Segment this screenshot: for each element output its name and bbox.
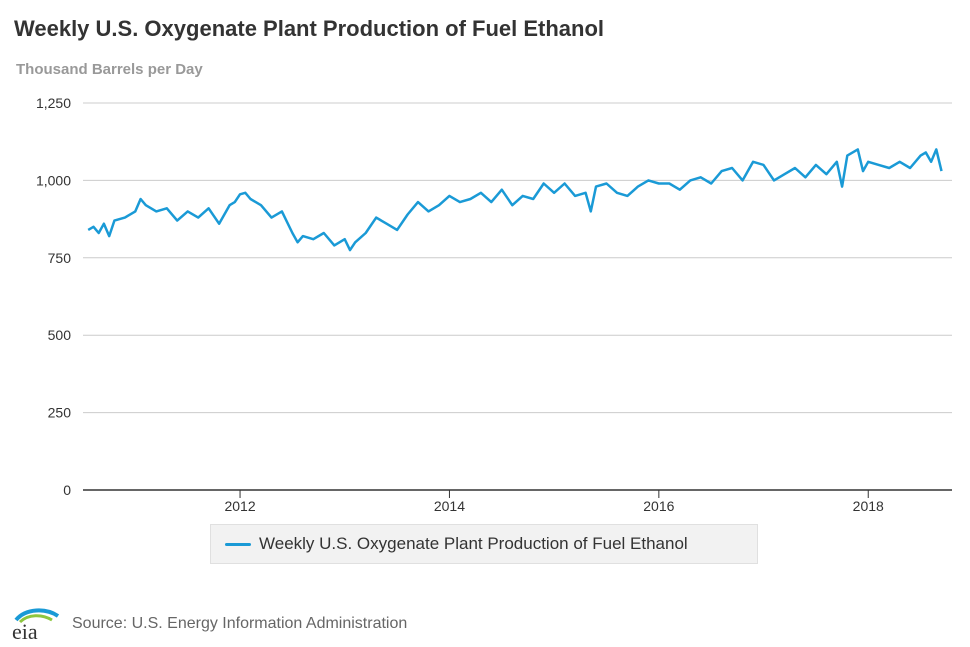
chart-title: Weekly U.S. Oxygenate Plant Production o… [14,16,605,41]
y-tick-label: 0 [63,482,71,498]
series-line [87,148,943,252]
logo-text: eia [12,619,38,642]
y-tick-label: 250 [48,405,72,421]
footer: eia Source: U.S. Energy Information Admi… [8,606,407,642]
series-group [87,148,943,252]
eia-logo-icon: eia [12,608,60,642]
x-tick-label: 2012 [224,498,255,514]
legend[interactable]: Weekly U.S. Oxygenate Plant Production o… [210,524,758,564]
chart-subtitle: Thousand Barrels per Day [16,61,203,78]
x-tick-label: 2018 [853,498,884,514]
x-axis-ticks: 2012 2014 2016 2018 [224,490,884,514]
y-tick-label: 1,000 [36,172,71,188]
y-axis-ticks: 0 250 500 750 1,000 1,250 [36,95,71,498]
legend-swatch [225,542,251,546]
source-note: Source: U.S. Energy Information Administ… [72,615,408,632]
gridlines [83,102,952,491]
x-tick-label: 2016 [643,498,674,514]
line-chart: 0 250 500 750 1,000 1,250 2012 2014 2016 2018 [36,95,952,514]
y-tick-label: 1,250 [36,95,71,111]
legend-label: Weekly U.S. Oxygenate Plant Production o… [259,534,688,553]
x-tick-label: 2014 [434,498,465,514]
y-tick-label: 500 [48,327,72,343]
y-tick-label: 750 [48,250,72,266]
